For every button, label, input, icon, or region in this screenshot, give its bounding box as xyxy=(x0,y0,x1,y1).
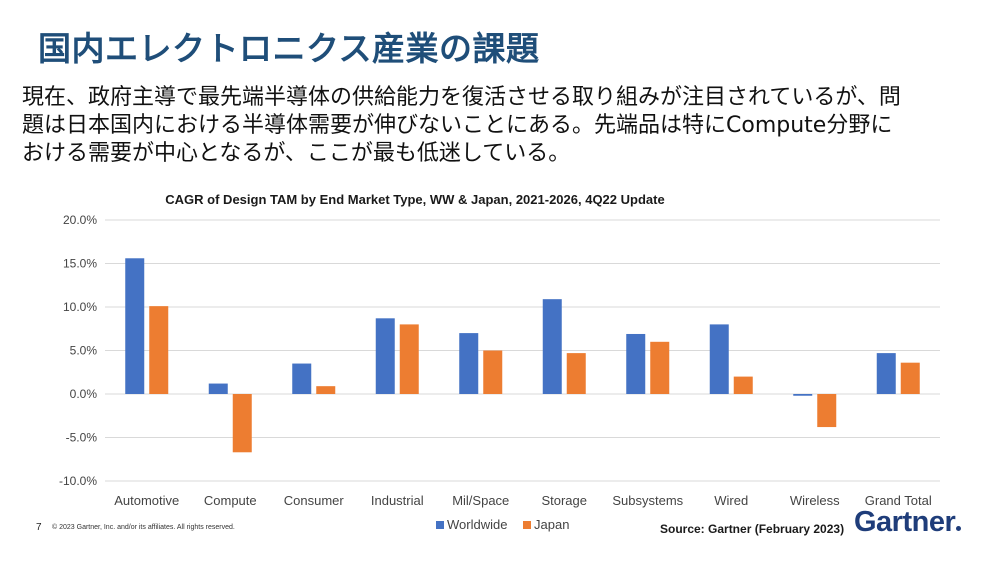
bar-worldwide xyxy=(709,324,729,394)
legend-label-worldwide: Worldwide xyxy=(447,517,507,532)
bar-japan xyxy=(900,362,920,394)
body-line-3: おける需要が中心となるが、ここが最も低迷している。 xyxy=(22,141,571,166)
legend-label-japan: Japan xyxy=(534,517,569,532)
body-line-2: 題は日本国内における半導体需要が伸びないことにある。先端品は特にCompute分… xyxy=(22,113,893,138)
gartner-logo: Gartner xyxy=(854,506,962,539)
x-tick-label: Storage xyxy=(541,493,587,508)
x-axis-labels: Automotive Compute Consumer Industrial Mil/S… xyxy=(114,493,932,508)
x-tick-label: Subsystems xyxy=(612,493,683,508)
x-tick-label: Industrial xyxy=(371,493,424,508)
x-tick-label: Automotive xyxy=(114,493,179,508)
bar-japan xyxy=(149,306,169,394)
y-tick-label: 15.0% xyxy=(63,257,97,271)
logo-text: Gartner xyxy=(854,506,956,538)
copyright-notice: © 2023 Gartner, Inc. and/or its affiliat… xyxy=(52,524,235,531)
y-tick-label: 10.0% xyxy=(63,300,97,314)
bar-worldwide xyxy=(125,258,145,394)
legend-swatch-japan xyxy=(523,521,531,529)
bar-japan xyxy=(316,386,336,394)
x-tick-label: Compute xyxy=(204,493,257,508)
y-tick-label: -10.0% xyxy=(59,474,97,488)
bar-japan xyxy=(399,324,419,394)
bar-japan xyxy=(566,353,586,394)
page-number: 7 xyxy=(36,522,42,533)
legend: Worldwide Japan xyxy=(436,517,569,532)
x-tick-label: Wireless xyxy=(790,493,840,508)
x-tick-label: Mil/Space xyxy=(452,493,509,508)
body-line-1: 現在、政府主導で最先端半導体の供給能力を復活させる取り組みが注目されているが、問 xyxy=(22,85,901,110)
bar-worldwide xyxy=(208,383,228,394)
slide-title: 国内エレクトロニクス産業の課題 xyxy=(38,29,540,68)
bar-worldwide xyxy=(793,394,813,396)
source-note: Source: Gartner (February 2023) xyxy=(660,522,845,536)
bar-worldwide xyxy=(876,353,896,394)
slide-body-text: 現在、政府主導で最先端半導体の供給能力を復活させる取り組みが注目されているが、問… xyxy=(22,84,982,168)
bar-worldwide xyxy=(459,333,479,394)
gridlines xyxy=(105,219,940,482)
legend-swatch-worldwide xyxy=(436,521,444,529)
bars xyxy=(125,258,920,453)
bar-worldwide xyxy=(375,318,395,394)
bar-japan xyxy=(650,341,670,394)
bar-worldwide xyxy=(292,363,312,394)
x-tick-label: Grand Total xyxy=(865,493,932,508)
bar-japan xyxy=(733,376,753,394)
y-axis-ticks: -10.0% -5.0% 0.0% 5.0% 10.0% 15.0% 20.0% xyxy=(59,213,97,488)
bar-japan xyxy=(817,394,837,428)
y-tick-label: -5.0% xyxy=(66,431,98,445)
bar-japan xyxy=(232,394,252,453)
bar-worldwide xyxy=(542,299,562,394)
y-tick-label: 5.0% xyxy=(70,344,98,358)
x-tick-label: Wired xyxy=(714,493,748,508)
bar-worldwide xyxy=(626,333,646,394)
y-tick-label: 20.0% xyxy=(63,213,97,227)
x-tick-label: Consumer xyxy=(284,493,345,508)
y-tick-label: 0.0% xyxy=(70,387,98,401)
bar-japan xyxy=(483,350,503,394)
logo-dot-icon xyxy=(956,526,962,531)
chart-title: CAGR of Design TAM by End Market Type, W… xyxy=(165,192,664,207)
